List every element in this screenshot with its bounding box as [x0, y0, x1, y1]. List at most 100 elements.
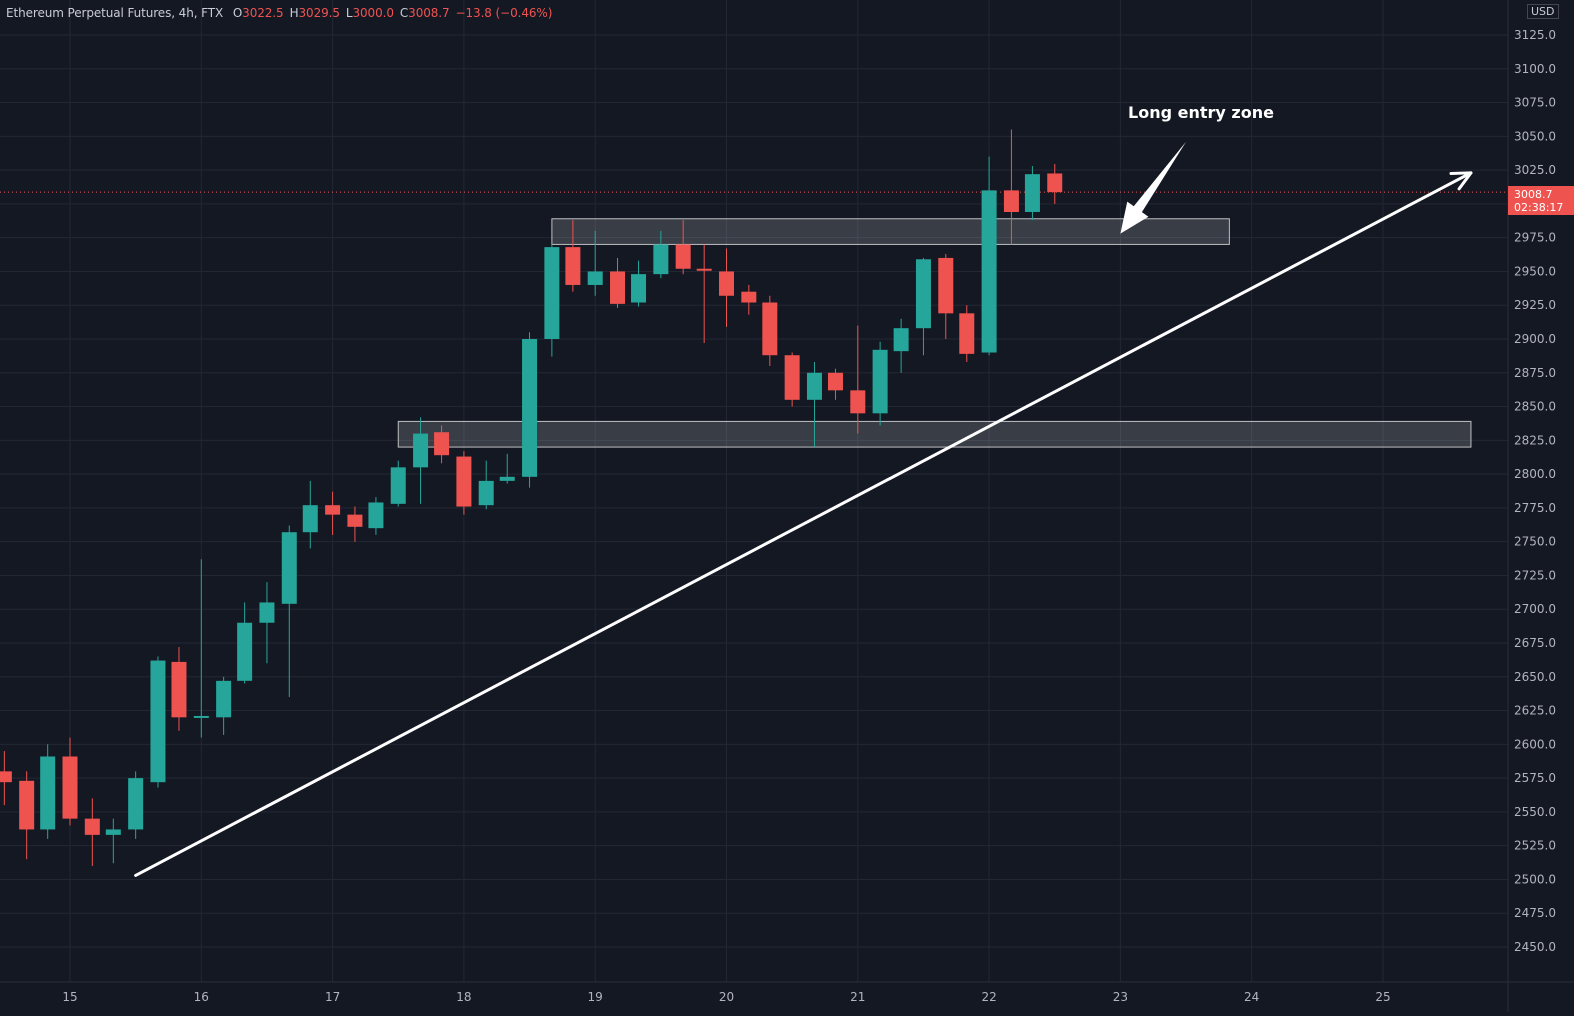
- price-tick-label: 2900.0: [1514, 332, 1556, 346]
- entry-arrow: [1120, 141, 1187, 234]
- price-tick-label: 2725.0: [1514, 568, 1556, 582]
- candle-body: [1047, 173, 1063, 193]
- candle-body: [587, 271, 603, 285]
- time-tick-label: 18: [456, 990, 471, 1004]
- symbol-legend[interactable]: Ethereum Perpetual Futures, 4h, FTX O302…: [6, 6, 558, 20]
- candle-body: [105, 829, 121, 835]
- price-tick-label: 2975.0: [1514, 231, 1556, 245]
- candle-body: [784, 355, 800, 400]
- price-tick-label: 3075.0: [1514, 96, 1556, 110]
- candle-body: [850, 390, 866, 414]
- candle-body: [696, 268, 712, 271]
- candle-body: [193, 715, 209, 718]
- price-axis-labels: 2450.0 2475.0 2500.0 2525.0 2550.0 2575.0 2600…: [1514, 28, 1556, 954]
- candle-body: [565, 247, 581, 285]
- candle-body: [368, 502, 384, 529]
- time-tick-label: 20: [719, 990, 734, 1004]
- candle-body: [938, 257, 954, 314]
- candle-body: [413, 433, 429, 468]
- price-tick-label: 2825.0: [1514, 433, 1556, 447]
- candle-body: [84, 818, 100, 835]
- drawings: [134, 141, 1473, 877]
- candle-body: [434, 432, 450, 456]
- candle-body: [499, 476, 515, 481]
- open-value: 3022.5: [242, 6, 284, 20]
- price-tick-label: 3125.0: [1514, 28, 1556, 42]
- candle-body: [281, 532, 297, 604]
- time-tick-label: 25: [1375, 990, 1390, 1004]
- zones: [397, 218, 1472, 448]
- candle-body: [347, 514, 363, 527]
- candle-body: [806, 372, 822, 400]
- time-axis-labels[interactable]: 15 16 17 18 19 20 21 22 23 24 25: [62, 990, 1390, 1004]
- time-tick-label: 21: [850, 990, 865, 1004]
- price-tick-label: 2500.0: [1514, 872, 1556, 886]
- candle-body: [675, 244, 691, 269]
- low-label: L: [345, 6, 353, 20]
- long-entry-zone-label[interactable]: Long entry zone: [1128, 103, 1274, 122]
- change-value: −13.8 (−0.46%): [455, 6, 553, 20]
- currency-label[interactable]: USD: [1527, 4, 1559, 19]
- price-tick-label: 2700.0: [1514, 602, 1556, 616]
- candle-body: [456, 456, 472, 507]
- symbol-title: Ethereum Perpetual Futures, 4h, FTX: [6, 6, 224, 20]
- price-tick-label: 3050.0: [1514, 129, 1556, 143]
- candle-body: [762, 302, 778, 356]
- last-price-value: 3008.7: [1514, 188, 1553, 201]
- trendline-arrowhead: [1449, 171, 1473, 191]
- candle-body: [259, 602, 275, 623]
- candle-body: [1024, 174, 1040, 212]
- time-tick-label: 15: [62, 990, 77, 1004]
- candle-body: [325, 505, 341, 515]
- candle-body: [0, 771, 12, 783]
- candle-body: [631, 274, 647, 303]
- candles: [0, 129, 1063, 866]
- price-tick-label: 2575.0: [1514, 771, 1556, 785]
- close-label: C: [399, 6, 409, 20]
- time-tick-label: 22: [981, 990, 996, 1004]
- price-tick-label: 2475.0: [1514, 906, 1556, 920]
- candle-body: [478, 480, 494, 506]
- price-tick-label: 2550.0: [1514, 805, 1556, 819]
- high-label: H: [289, 6, 299, 20]
- time-tick-label: 16: [194, 990, 209, 1004]
- candle-body: [893, 328, 909, 352]
- open-label: O: [232, 6, 243, 20]
- candle-body: [40, 756, 56, 830]
- candle-body: [19, 780, 35, 830]
- price-tick-label: 2775.0: [1514, 501, 1556, 515]
- high-value: 3029.5: [298, 6, 340, 20]
- price-tick-label: 3100.0: [1514, 62, 1556, 76]
- candle-body: [915, 259, 931, 329]
- candle-body: [827, 372, 843, 391]
- candle-body: [522, 339, 538, 477]
- trendline: [134, 171, 1473, 877]
- price-tick-label: 2850.0: [1514, 400, 1556, 414]
- price-tick-label: 2600.0: [1514, 737, 1556, 751]
- candle-body: [653, 244, 669, 275]
- candle-body: [216, 680, 232, 718]
- price-tick-label: 2650.0: [1514, 670, 1556, 684]
- close-value: 3008.7: [408, 6, 450, 20]
- candle-body: [390, 467, 406, 504]
- candle-body: [959, 313, 975, 354]
- price-tick-label: 3025.0: [1514, 163, 1556, 177]
- price-tick-label: 2950.0: [1514, 264, 1556, 278]
- bar-countdown: 02:38:17: [1514, 201, 1564, 214]
- candle-body: [1003, 190, 1019, 212]
- candle-body: [150, 660, 166, 783]
- candle-body: [544, 247, 560, 339]
- price-tick-label: 2800.0: [1514, 467, 1556, 481]
- candle-body: [237, 622, 253, 681]
- support-zone: [397, 420, 1472, 448]
- candle-body: [128, 778, 144, 830]
- price-tick-label: 2875.0: [1514, 366, 1556, 380]
- time-tick-label: 23: [1113, 990, 1128, 1004]
- price-tick-label: 2925.0: [1514, 298, 1556, 312]
- time-tick-label: 19: [588, 990, 603, 1004]
- support-zone: [551, 218, 1230, 245]
